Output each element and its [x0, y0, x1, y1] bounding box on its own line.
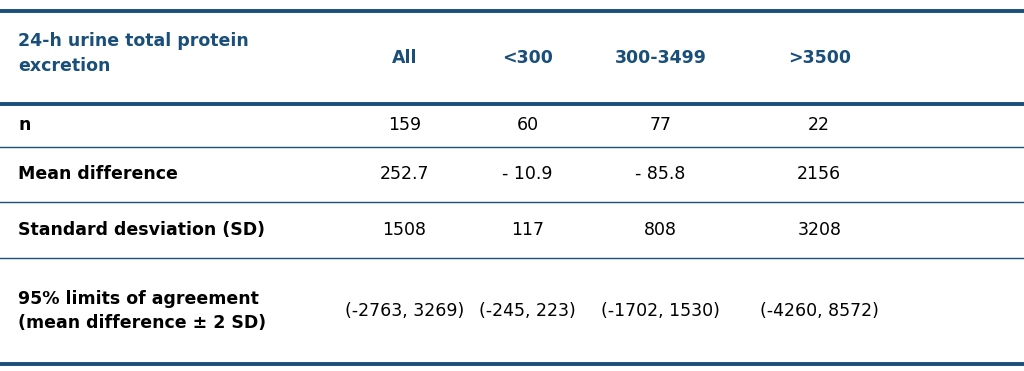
Text: 22: 22: [808, 116, 830, 134]
Text: (-2763, 3269): (-2763, 3269): [345, 302, 464, 320]
Text: 808: 808: [644, 221, 677, 239]
Text: - 10.9: - 10.9: [502, 165, 553, 183]
Text: (-4260, 8572): (-4260, 8572): [760, 302, 879, 320]
Text: <300: <300: [502, 49, 553, 66]
Text: 77: 77: [649, 116, 672, 134]
Text: >3500: >3500: [787, 49, 851, 66]
Text: 117: 117: [511, 221, 544, 239]
Text: 24-h urine total protein
excretion: 24-h urine total protein excretion: [18, 32, 249, 75]
Text: All: All: [392, 49, 417, 66]
Text: 1508: 1508: [383, 221, 426, 239]
Text: 95% limits of agreement
(mean difference ± 2 SD): 95% limits of agreement (mean difference…: [18, 289, 266, 332]
Text: 2156: 2156: [797, 165, 842, 183]
Text: - 85.8: - 85.8: [635, 165, 686, 183]
Text: Standard desviation (SD): Standard desviation (SD): [18, 221, 265, 239]
Text: n: n: [18, 116, 31, 134]
Text: (-1702, 1530): (-1702, 1530): [601, 302, 720, 320]
Text: 60: 60: [516, 116, 539, 134]
Text: 252.7: 252.7: [380, 165, 429, 183]
Text: 159: 159: [388, 116, 421, 134]
Text: (-245, 223): (-245, 223): [479, 302, 575, 320]
Text: 3208: 3208: [798, 221, 841, 239]
Text: Mean difference: Mean difference: [18, 165, 178, 183]
Text: 300-3499: 300-3499: [614, 49, 707, 66]
